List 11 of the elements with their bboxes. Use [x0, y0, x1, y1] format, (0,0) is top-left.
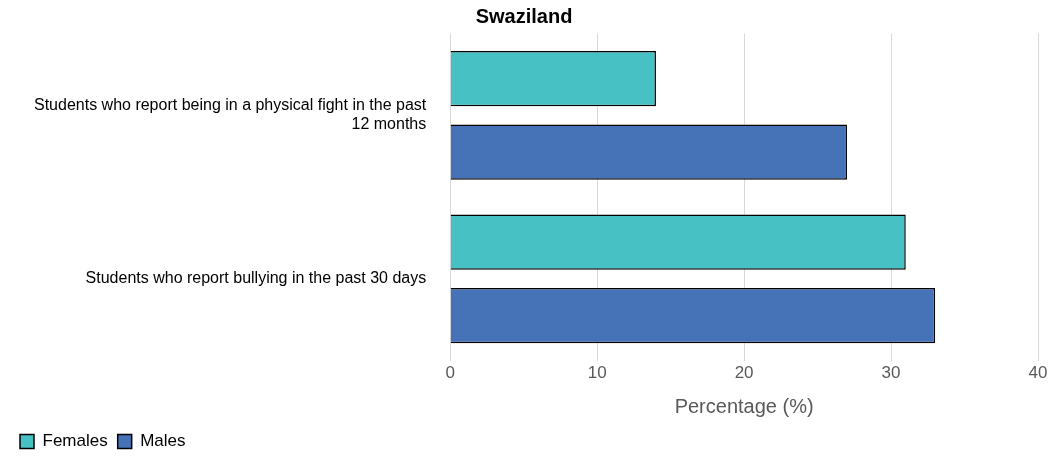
y-tick-label: Students who report being in a physical fight in the past 12 months: [33, 96, 427, 133]
legend-label: Males: [140, 431, 186, 451]
chart-title: Swaziland: [475, 5, 573, 28]
x-axis-title: Percentage (%): [674, 394, 814, 417]
x-tick-label: 30: [881, 363, 901, 383]
x-tick-label: 20: [734, 363, 754, 383]
y-tick-label: Students who report bullying in the past 30 days: [85, 269, 427, 287]
x-tick-label: 0: [445, 363, 455, 383]
x-tick-label: 40: [1028, 363, 1048, 383]
legend-label: Females: [42, 431, 108, 451]
x-tick-label: 10: [587, 363, 607, 383]
